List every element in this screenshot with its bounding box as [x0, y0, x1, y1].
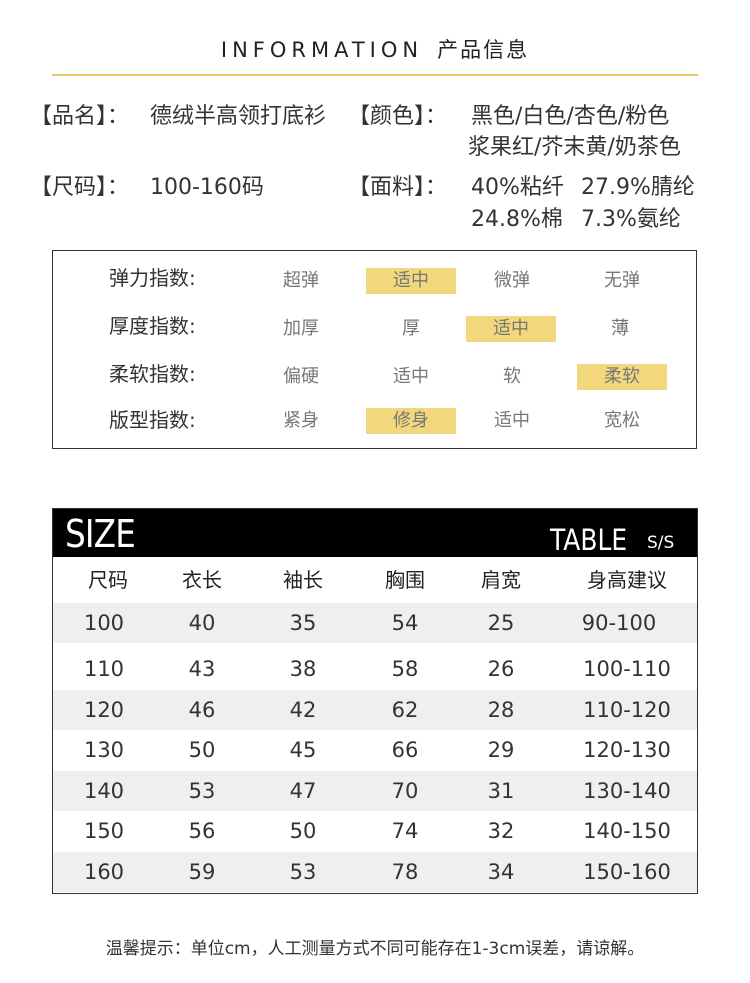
table-cell: 62 [391, 698, 419, 722]
index-label: 弹力指数: [109, 266, 196, 290]
header-title: INFORMATION 产品信息 [0, 34, 750, 64]
table-cell: 59 [188, 860, 216, 884]
index-option: 薄 [611, 318, 629, 339]
header-cell: 胸围 [385, 568, 425, 592]
index-option: 厚 [402, 318, 420, 339]
color-label: 【颜色】： [348, 104, 448, 129]
table-row: 120 46 42 62 28 110-120 [53, 690, 697, 730]
table-cell: 140-150 [583, 819, 671, 843]
index-option: 无弹 [604, 270, 640, 291]
table-cell: 47 [289, 779, 317, 803]
table-cell: 40 [188, 611, 216, 635]
table-cell: 53 [188, 779, 216, 803]
header-cell: 衣长 [182, 568, 222, 592]
table-cell: 42 [289, 698, 317, 722]
table-cell: 31 [487, 779, 515, 803]
table-cell: 110-120 [583, 698, 671, 722]
table-cell: 100-110 [583, 657, 671, 681]
header-title-en: INFORMATION [220, 38, 424, 62]
table-cell: 28 [487, 698, 515, 722]
index-option-selected: 适中 [366, 268, 456, 294]
index-option-selected: 修身 [366, 408, 456, 434]
fabric-3: 24.8%棉 [471, 207, 563, 232]
fabric-4: 7.3%氨纶 [581, 207, 681, 232]
fabric-1: 40%粘纤 [471, 175, 564, 200]
footnote: 温馨提示：单位cm，人工测量方式不同可能存在1-3cm误差，请谅解。 [105, 939, 645, 959]
table-row: 100 40 35 54 25 90-100 [53, 603, 697, 643]
table-cell: 110 [83, 657, 125, 681]
table-cell: 26 [487, 657, 515, 681]
table-cell: 35 [289, 611, 317, 635]
table-cell: 50 [289, 819, 317, 843]
index-option: 偏硬 [283, 366, 319, 387]
index-option: 适中 [393, 366, 429, 387]
table-cell: 150 [83, 819, 125, 843]
size-banner-title: SIZE [65, 512, 136, 556]
size-label: 【尺码】： [30, 175, 130, 200]
index-label: 柔软指数: [109, 362, 196, 386]
index-label: 版型指数: [109, 408, 196, 432]
index-box: 弹力指数: 超弹 适中 微弹 无弹 厚度指数: 加厚 厚 适中 薄 柔软指数: … [52, 250, 697, 449]
color-line-1: 黑色/白色/杏色/粉色 [471, 104, 670, 129]
table-cell: 140 [83, 779, 125, 803]
header-cell: 尺码 [88, 568, 128, 592]
table-cell: 29 [487, 738, 515, 762]
header-cell: 袖长 [283, 568, 323, 592]
table-row: 140 53 47 70 31 130-140 [53, 771, 697, 811]
table-cell: 54 [391, 611, 419, 635]
table-cell: 90-100 [581, 611, 657, 635]
table-cell: 66 [391, 738, 419, 762]
index-option-selected: 适中 [466, 316, 556, 342]
color-line-2: 浆果红/芥末黄/奶茶色 [468, 135, 681, 160]
table-cell: 43 [188, 657, 216, 681]
fabric-2: 27.9%腈纶 [581, 175, 695, 200]
table-cell: 120 [83, 698, 125, 722]
table-cell: 74 [391, 819, 419, 843]
table-header-row: 尺码 衣长 袖长 胸围 肩宽 身高建议 [53, 560, 697, 600]
table-banner-title: TABLE [550, 523, 628, 557]
table-row: 130 50 45 66 29 120-130 [53, 730, 697, 770]
table-cell: 38 [289, 657, 317, 681]
table-row: 150 56 50 74 32 140-150 [53, 811, 697, 851]
header-cell: 身高建议 [587, 568, 667, 592]
table-cell: 130-140 [583, 779, 671, 803]
table-cell: 150-160 [583, 860, 671, 884]
table-cell: 100 [83, 611, 125, 635]
index-label: 厚度指数: [109, 314, 196, 338]
name-label: 【品名】： [30, 104, 130, 129]
table-cell: 46 [188, 698, 216, 722]
table-cell: 45 [289, 738, 317, 762]
table-cell: 32 [487, 819, 515, 843]
index-option: 适中 [494, 410, 530, 431]
index-option: 紧身 [283, 410, 319, 431]
table-row: 110 43 38 58 26 100-110 [53, 649, 697, 689]
size-value: 100-160码 [150, 175, 264, 200]
size-banner: SIZE TABLE S/S [53, 509, 697, 557]
header-divider [52, 74, 698, 76]
fabric-label: 【面料】： [348, 175, 448, 200]
table-cell: 25 [487, 611, 515, 635]
table-cell: 160 [83, 860, 125, 884]
table-cell: 58 [391, 657, 419, 681]
table-cell: 53 [289, 860, 317, 884]
name-value: 德绒半高领打底衫 [150, 104, 327, 129]
index-option: 软 [503, 366, 521, 387]
table-row: 160 59 53 78 34 150-160 [53, 852, 697, 892]
index-option: 加厚 [283, 318, 319, 339]
header-cell: 肩宽 [481, 568, 521, 592]
table-cell: 78 [391, 860, 419, 884]
size-table: SIZE TABLE S/S 尺码 衣长 袖长 胸围 肩宽 身高建议 100 4… [52, 508, 698, 894]
table-cell: 56 [188, 819, 216, 843]
banner-subtitle: S/S [647, 533, 675, 553]
table-cell: 120-130 [583, 738, 671, 762]
table-cell: 70 [391, 779, 419, 803]
index-option-selected: 柔软 [577, 364, 667, 390]
header-title-cn: 产品信息 [437, 38, 530, 62]
index-option: 超弹 [283, 270, 319, 291]
index-option: 微弹 [494, 270, 530, 291]
table-cell: 34 [487, 860, 515, 884]
table-cell: 130 [83, 738, 125, 762]
index-option: 宽松 [604, 410, 640, 431]
table-cell: 50 [188, 738, 216, 762]
